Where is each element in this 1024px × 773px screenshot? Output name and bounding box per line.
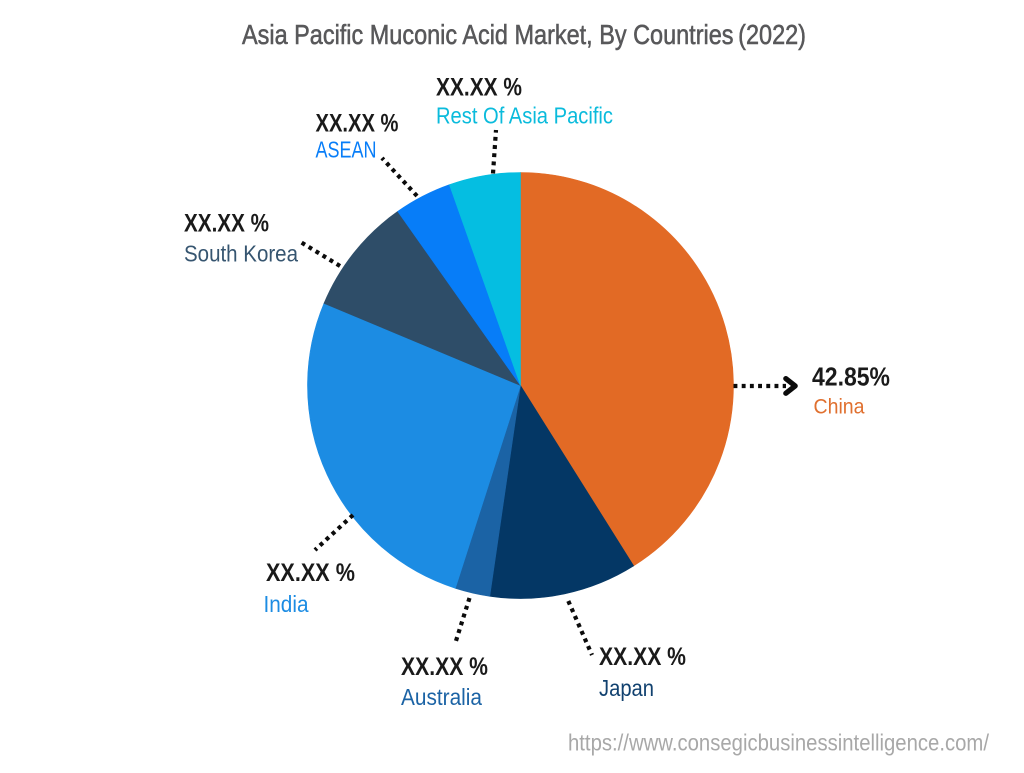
svg-text:Asia Pacific Muconic Acid Mark: Asia Pacific Muconic Acid Market, By Cou…: [242, 19, 806, 50]
svg-text:XX.XX %: XX.XX %: [316, 111, 399, 138]
svg-text:XX.XX %: XX.XX %: [401, 654, 488, 681]
svg-text:42.85%: 42.85%: [812, 364, 890, 392]
svg-text:XX.XX %: XX.XX %: [266, 560, 355, 587]
svg-text:South Korea: South Korea: [184, 241, 298, 267]
svg-text:XX.XX %: XX.XX %: [436, 75, 522, 102]
svg-text:Japan: Japan: [599, 675, 654, 701]
svg-text:China: China: [814, 396, 865, 419]
svg-text:https://www.consegicbusinessin: https://www.consegicbusinessintelligence…: [568, 730, 990, 756]
svg-text:India: India: [264, 591, 309, 617]
svg-text:ASEAN: ASEAN: [316, 137, 377, 163]
svg-text:Rest Of Asia Pacific: Rest Of Asia Pacific: [436, 103, 613, 129]
svg-text:XX.XX %: XX.XX %: [184, 211, 269, 238]
svg-text:XX.XX %: XX.XX %: [599, 644, 686, 671]
svg-text:Australia: Australia: [401, 684, 482, 710]
